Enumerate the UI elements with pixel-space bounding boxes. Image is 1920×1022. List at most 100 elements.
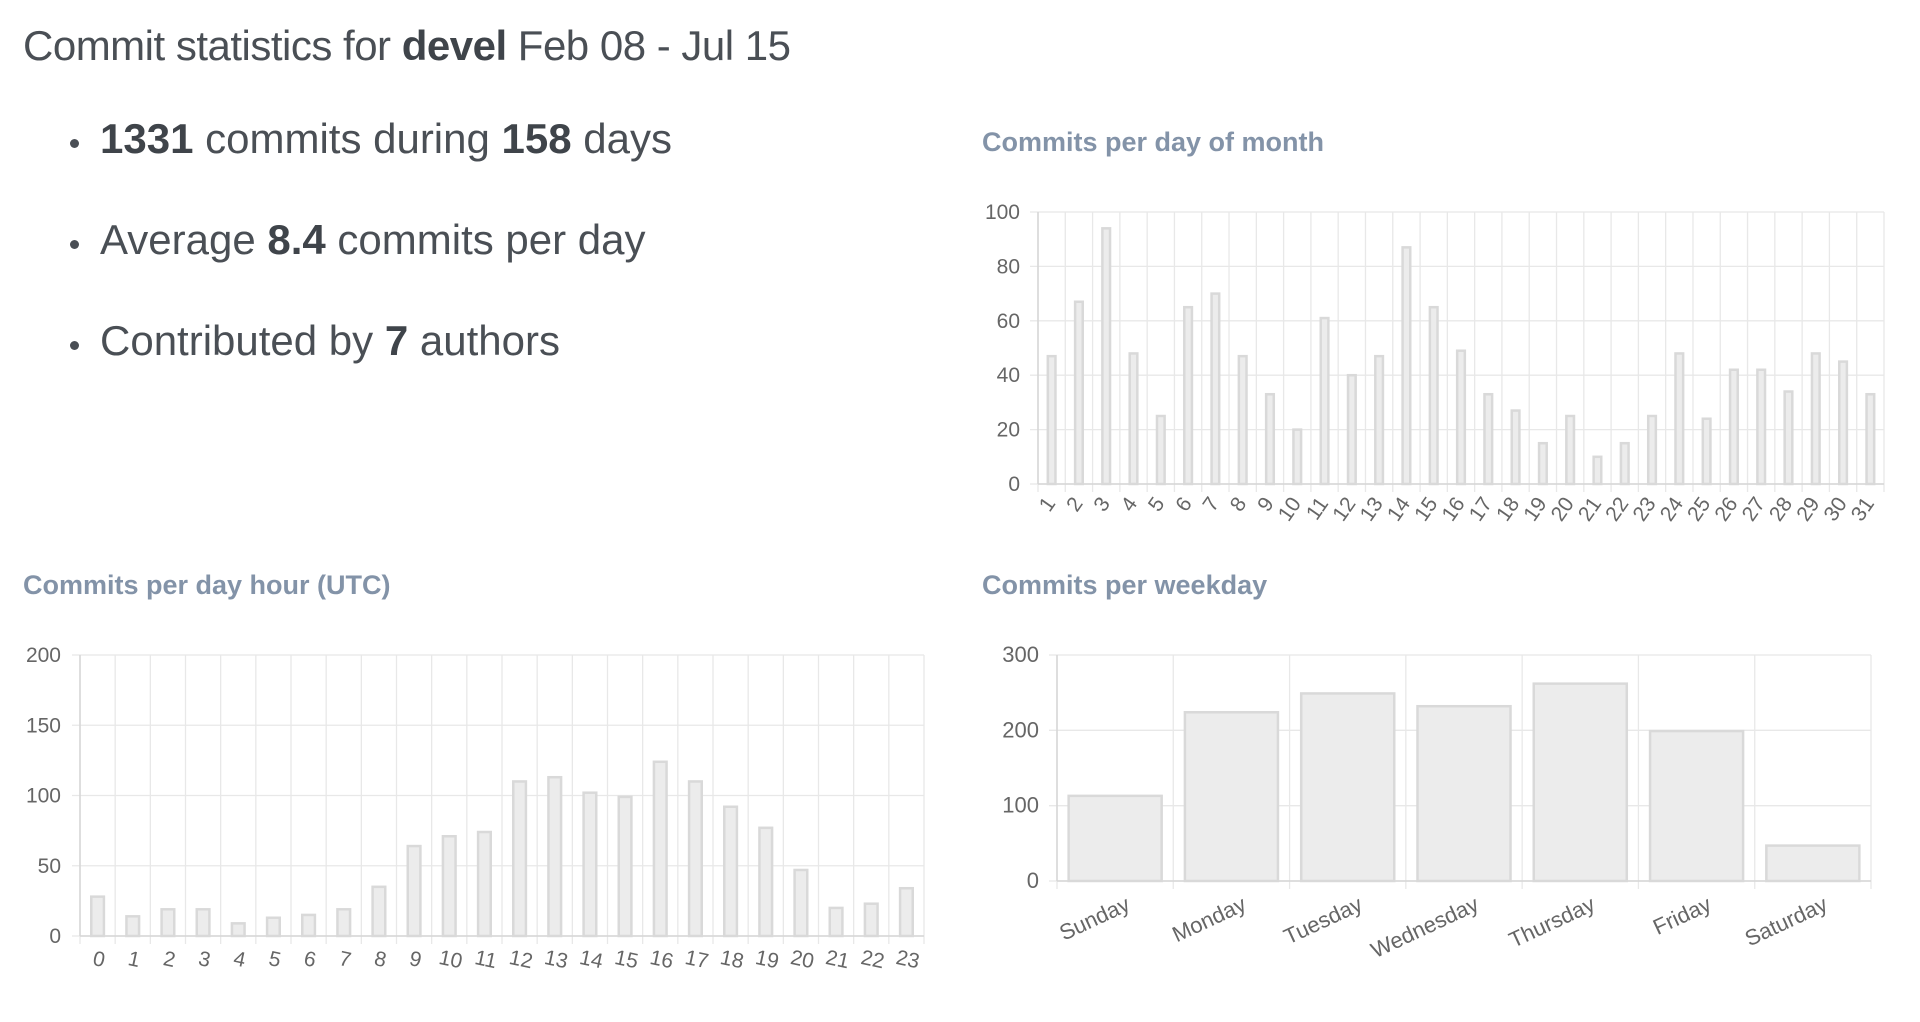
bar [582, 791, 598, 938]
x-tick-label: 3 [196, 947, 212, 972]
bar [1455, 349, 1467, 486]
bar [1128, 352, 1139, 486]
bar [1155, 414, 1166, 486]
x-tick-label: 10 [437, 946, 465, 973]
x-tick-label: 20 [788, 946, 816, 973]
stat-average: Average 8.4 commits per day [70, 216, 672, 317]
authors-prefix: Contributed by [100, 317, 385, 364]
bar [1728, 368, 1739, 486]
x-tick-label: 9 [407, 947, 423, 972]
bar [1783, 390, 1794, 486]
avg-value: 8.4 [267, 216, 326, 263]
y-tick-label: 0 [1027, 868, 1039, 893]
title-prefix: Commit statistics for [23, 22, 391, 69]
bar [1646, 414, 1658, 486]
x-tick-label: 6 [302, 947, 318, 972]
y-tick-label: 0 [1008, 473, 1020, 496]
x-tick-label: 21 [824, 946, 852, 973]
bar [265, 916, 281, 938]
bar [1319, 316, 1330, 486]
authors-value: 7 [384, 317, 409, 364]
y-tick-label: 100 [26, 785, 61, 808]
bar [1299, 692, 1396, 883]
bar [336, 908, 352, 938]
stats-list: 1331 commits during 158 days Average 8.4… [70, 115, 672, 418]
days-text: days [571, 115, 672, 162]
bar [1483, 392, 1494, 486]
stat-commits: 1331 commits during 158 days [70, 115, 672, 216]
x-tick-label: 4 [231, 947, 248, 972]
y-tick-label: 100 [985, 201, 1020, 224]
bar [1101, 227, 1112, 486]
x-tick-label: 15 [613, 946, 641, 973]
bar [301, 913, 317, 938]
bar [723, 805, 739, 938]
bar [1210, 292, 1221, 486]
avg-prefix: Average [100, 216, 268, 263]
bar [1592, 455, 1603, 486]
bar [828, 906, 844, 938]
bar [547, 775, 563, 938]
bar [793, 868, 809, 938]
x-tick-label: Monday [1168, 891, 1250, 947]
bar [441, 834, 457, 938]
bar [1837, 360, 1849, 486]
bar [125, 915, 141, 938]
y-tick-label: 150 [26, 714, 61, 737]
bar [1073, 300, 1085, 486]
bar [1537, 441, 1548, 486]
bar [758, 826, 774, 938]
bar [1292, 428, 1303, 486]
x-tick-label: Thursday [1505, 891, 1599, 952]
y-tick-label: 200 [26, 644, 61, 667]
x-tick-label: 7 [337, 947, 353, 972]
commit-count: 1331 [100, 115, 194, 162]
bar [90, 895, 106, 938]
bar [371, 885, 387, 938]
y-tick-label: 100 [1002, 793, 1039, 818]
bar [1648, 729, 1745, 883]
bar [406, 844, 422, 938]
x-tick-label: 18 [718, 946, 746, 973]
x-tick-label: 17 [683, 946, 711, 973]
chart-title-month: Commits per day of month [982, 127, 1325, 157]
y-tick-label: 40 [997, 364, 1020, 387]
bar [1401, 246, 1412, 486]
bar [687, 780, 703, 938]
x-tick-label: 13 [542, 946, 570, 973]
y-tick-label: 50 [38, 855, 61, 878]
y-tick-label: 80 [997, 255, 1020, 278]
bar [1674, 352, 1685, 486]
x-tick-label: 22 [859, 946, 887, 973]
bar [863, 902, 879, 938]
bar [230, 922, 246, 938]
bar [1619, 441, 1630, 486]
y-tick-label: 20 [997, 419, 1020, 442]
authors-suffix: authors [408, 317, 560, 364]
avg-suffix: commits per day [325, 216, 646, 263]
x-tick-label: 23 [894, 946, 922, 973]
date-range: Feb 08 - Jul 15 [517, 22, 791, 69]
bar [652, 760, 668, 938]
y-tick-label: 60 [997, 310, 1020, 333]
bar [1428, 305, 1439, 486]
x-tick-label: 0 [91, 947, 107, 972]
x-tick-label: 12 [507, 946, 535, 973]
y-tick-label: 0 [49, 925, 61, 948]
bar [1532, 682, 1629, 883]
bar [1374, 354, 1385, 486]
x-tick-label: 2 [161, 947, 177, 972]
y-tick-label: 300 [1002, 642, 1039, 667]
branch-name: devel [401, 22, 507, 69]
x-tick-label: 14 [577, 946, 605, 973]
bar [1067, 794, 1163, 883]
bar [1183, 711, 1280, 883]
commits-text: commits during [193, 115, 502, 162]
bar [195, 908, 211, 938]
bar [512, 780, 528, 938]
bar [160, 908, 176, 938]
chart-title-weekday: Commits per weekday [982, 570, 1268, 600]
